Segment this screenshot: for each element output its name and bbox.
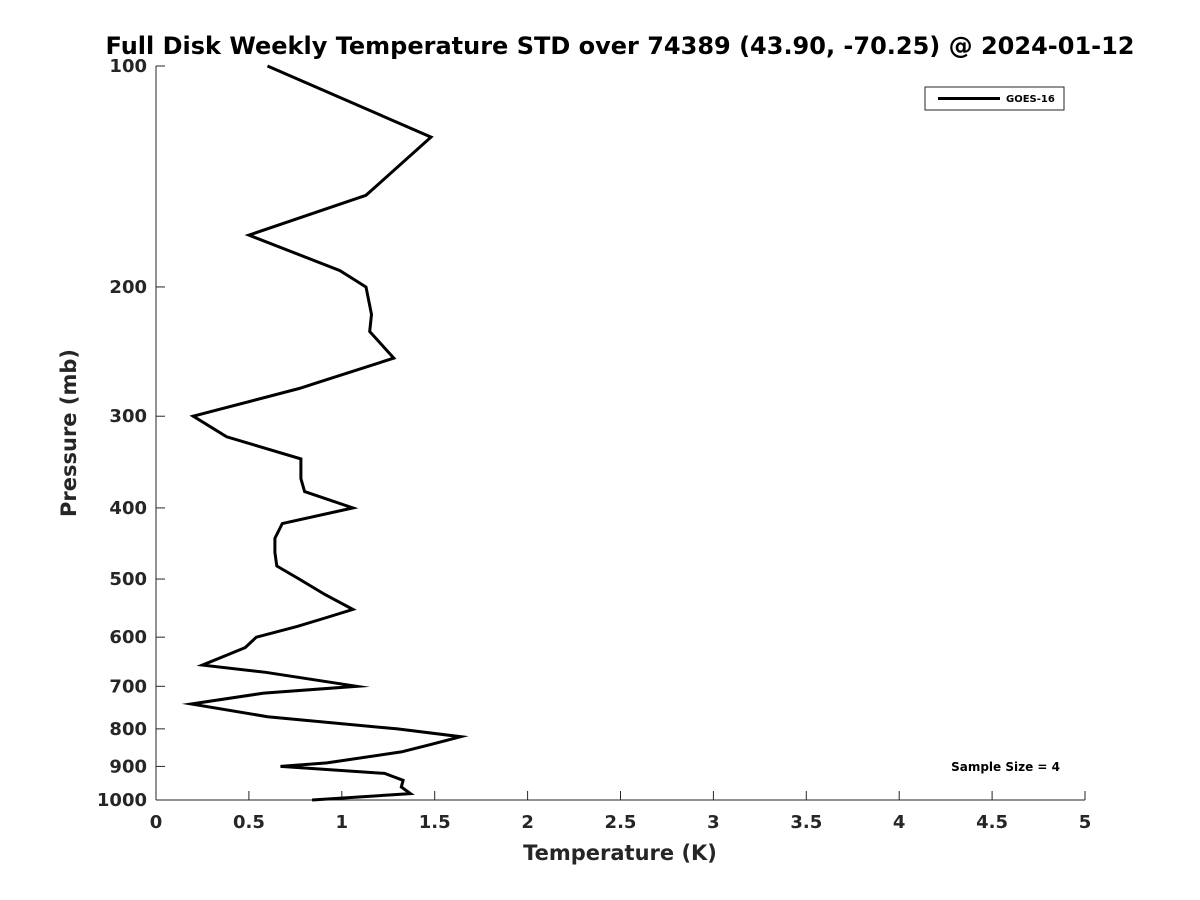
x-tick-label: 1.5 <box>419 812 451 833</box>
y-tick-label: 700 <box>109 676 147 697</box>
y-tick-label: 1000 <box>97 790 147 811</box>
x-axis-label: Temperature (K) <box>523 841 717 865</box>
y-tick-label: 400 <box>109 498 147 519</box>
chart-title: Full Disk Weekly Temperature STD over 74… <box>106 32 1135 60</box>
y-tick-label: 500 <box>109 569 147 590</box>
y-tick-label: 600 <box>109 627 147 648</box>
x-tick-label: 4 <box>893 812 906 833</box>
y-axis-label: Pressure (mb) <box>57 349 81 517</box>
sample-size-annotation: Sample Size = 4 <box>951 760 1060 774</box>
legend-label-goes-16: GOES-16 <box>1006 94 1055 105</box>
x-tick-label: 3.5 <box>790 812 822 833</box>
y-tick-label: 300 <box>109 406 147 427</box>
x-tick-label: 3 <box>707 812 720 833</box>
plot-area: 0 0.5 1 1.5 2 2.5 3 3.5 4 4.5 5 100 200 300 400 500 600 7… <box>97 56 1091 833</box>
x-tick-label: 1 <box>336 812 349 833</box>
y-tick-label: 100 <box>109 56 147 77</box>
series-line-goes-16 <box>181 64 469 802</box>
x-tick-label: 5 <box>1079 812 1092 833</box>
x-tick-label: 4.5 <box>976 812 1008 833</box>
x-tick-label: 2 <box>521 812 534 833</box>
y-tick-label: 200 <box>109 277 147 298</box>
legend: GOES-16 <box>924 86 1065 111</box>
x-tick-label: 0 <box>150 812 163 833</box>
x-tick-label: 0.5 <box>233 812 265 833</box>
y-tick-label: 900 <box>109 756 147 777</box>
y-tick-label: 800 <box>109 719 147 740</box>
x-tick-label: 2.5 <box>605 812 637 833</box>
